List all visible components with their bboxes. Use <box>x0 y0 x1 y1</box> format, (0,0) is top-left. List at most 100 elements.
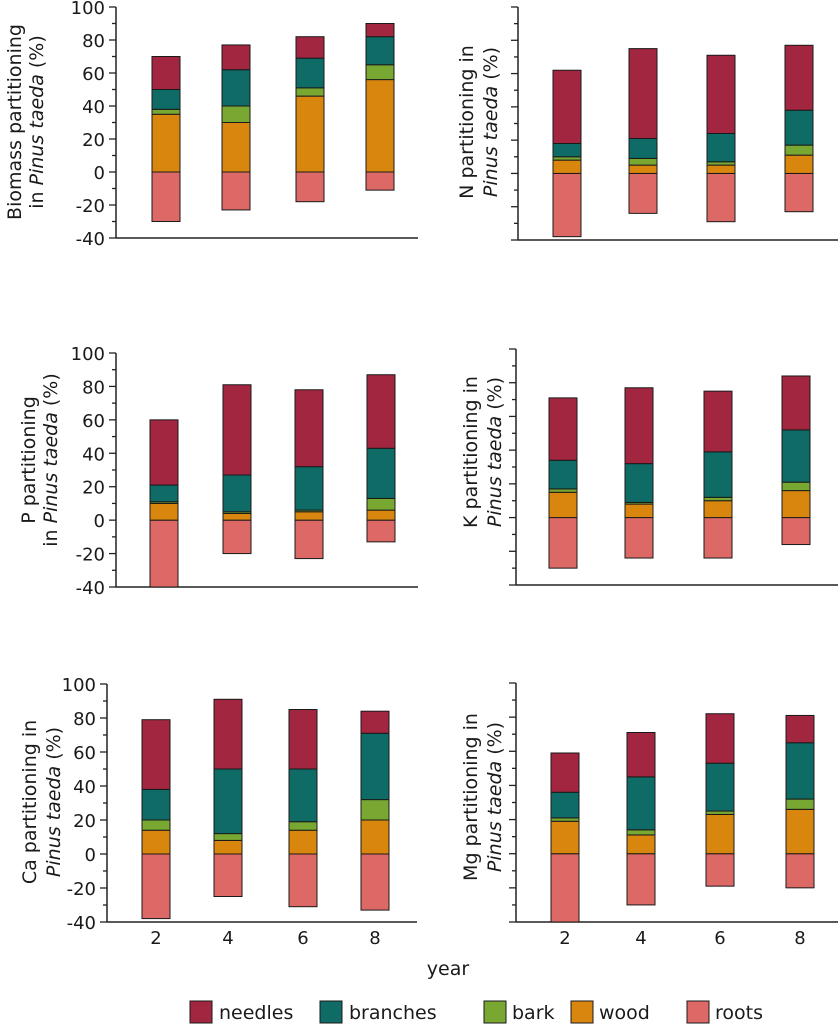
bar-segment-bark-year-8 <box>365 64 395 81</box>
legend-label-needles: needles <box>219 1002 293 1024</box>
bar-segment-wood-year-2 <box>141 829 171 855</box>
y-tick-label: 80 <box>82 31 105 52</box>
label-text: (%) <box>43 727 65 766</box>
y-tick-label: 100 <box>71 0 105 19</box>
y-axis-label-line: Pinus taeda (%) <box>484 722 506 872</box>
bar-segment-needles-year-4 <box>221 44 251 71</box>
bar-segment-roots-year-2 <box>141 853 171 920</box>
bar-segment-roots-year-8 <box>784 172 814 213</box>
bar-segment-wood-year-6 <box>288 829 318 855</box>
y-axis-label-line: in Pinus taeda (%) <box>40 373 62 547</box>
y-tick-label: -40 <box>76 578 105 599</box>
bar-segment-needles-year-8 <box>365 23 395 38</box>
bar-segment-wood-year-2 <box>552 159 582 174</box>
bar-segment-wood-year-6 <box>705 813 735 855</box>
bar-segment-branches-year-4 <box>628 137 658 159</box>
label-text-italic: Pinus taeda <box>484 416 506 527</box>
bar-segment-branches-year-6 <box>295 57 325 89</box>
label-text-italic: Pinus taeda <box>43 766 65 877</box>
bar-segment-branches-year-4 <box>222 474 252 513</box>
bar-segment-bark-year-8 <box>366 497 396 511</box>
bar-segment-roots-year-2 <box>548 517 578 569</box>
y-tick-label: 60 <box>82 64 105 85</box>
bar-segment-wood-year-4 <box>221 122 251 173</box>
y-tick-label: 60 <box>73 743 96 764</box>
bar-segment-wood-year-8 <box>785 808 815 855</box>
bar-segment-branches-year-6 <box>294 466 324 511</box>
bar-segment-bark-year-4 <box>221 105 251 123</box>
bar-segment-needles-year-4 <box>626 732 656 778</box>
y-tick-label: -20 <box>76 196 105 217</box>
bar-segment-needles-year-8 <box>785 714 815 744</box>
label-text: (%) <box>484 377 506 416</box>
bar-segment-needles-year-4 <box>628 48 658 139</box>
bar-segment-needles-year-2 <box>550 752 580 793</box>
bar-segment-branches-year-6 <box>706 132 736 163</box>
y-axis-label-line: Biomass partitioning <box>4 24 26 220</box>
y-tick-label: 0 <box>94 163 105 184</box>
bar-segment-branches-year-8 <box>365 36 395 66</box>
y-tick-label: 20 <box>82 478 105 499</box>
y-axis-label-line: Pinus taeda (%) <box>484 377 506 527</box>
bar-segment-wood-year-8 <box>360 819 390 855</box>
y-tick-label: 60 <box>82 411 105 432</box>
bar-segment-wood-year-6 <box>703 500 733 519</box>
bar-segment-bark-year-8 <box>360 799 390 821</box>
bar-segment-branches-year-8 <box>366 447 396 499</box>
bar-segment-bark-year-6 <box>703 496 733 502</box>
chart-panel-5: Mg partitioning in Pinus taeda (%) 2 4 6 8 <box>460 682 838 949</box>
y-tick-label: -40 <box>67 913 96 934</box>
bar-segment-roots-year-6 <box>705 853 735 887</box>
bar-segment-needles-year-4 <box>222 384 252 476</box>
bar-segment-bark-year-2 <box>141 819 171 831</box>
bar-segment-needles-year-4 <box>213 698 243 770</box>
label-text: (%) <box>40 373 62 412</box>
bar-segment-needles-year-6 <box>703 390 733 453</box>
legend-label-wood: wood <box>599 1002 650 1024</box>
y-axis-label-line: Pinus taeda (%) <box>480 47 502 197</box>
bar-segment-wood-year-8 <box>781 490 811 519</box>
bar-segment-branches-year-2 <box>548 459 578 490</box>
legend: needles branches bark wood roots <box>189 1000 763 1024</box>
y-tick-label: 100 <box>62 675 96 696</box>
label-text-italic: Pinus taeda <box>40 412 62 523</box>
bar-segment-roots-year-8 <box>365 171 395 191</box>
bar-segment-wood-year-6 <box>706 164 736 174</box>
legend-swatch-wood <box>570 1000 594 1024</box>
bar-segment-roots-year-4 <box>626 853 656 906</box>
bar-segment-branches-year-6 <box>288 768 318 823</box>
y-tick-label: 100 <box>71 344 105 365</box>
bar-segment-bark-year-4 <box>626 829 656 836</box>
bar-segment-needles-year-6 <box>294 389 324 468</box>
bar-segment-roots-year-8 <box>366 519 396 543</box>
bar-segment-roots-year-6 <box>288 853 318 908</box>
label-text: (%) <box>480 47 502 86</box>
legend-swatch-roots <box>686 1000 710 1024</box>
bar-segment-roots-year-2 <box>151 171 181 222</box>
bar-segment-roots-year-4 <box>213 853 243 897</box>
y-axis-label: K partitioning in Pinus taeda (%) <box>460 376 506 528</box>
label-text-italic: Pinus taeda <box>26 74 48 185</box>
y-axis-label-line: P partitioning <box>18 396 40 524</box>
bar-segment-bark-year-4 <box>628 157 658 166</box>
bar-segment-needles-year-4 <box>624 387 654 465</box>
bar-segment-bark-year-8 <box>785 798 815 810</box>
legend-label-roots: roots <box>715 1002 763 1024</box>
bar-segment-roots-year-2 <box>552 172 582 238</box>
bar-segment-branches-year-4 <box>213 768 243 835</box>
bar-segment-needles-year-6 <box>295 36 325 59</box>
bar-segment-wood-year-6 <box>295 95 325 173</box>
bar-segment-branches-year-8 <box>781 429 811 483</box>
y-tick-label: -20 <box>67 879 96 900</box>
y-axis-label-line: K partitioning in <box>460 376 482 528</box>
bar-segment-needles-year-2 <box>552 69 582 144</box>
bar-segment-needles-year-6 <box>706 54 736 134</box>
bar-segment-roots-year-4 <box>221 171 251 211</box>
x-tick-label: 6 <box>297 928 308 949</box>
label-text: in <box>26 185 48 208</box>
bar-segment-wood-year-4 <box>222 512 252 521</box>
chart-panel-0: -40 -20 0 20 40 60 80 100 Biomass partitioning in… <box>4 0 418 250</box>
bar-segment-wood-year-2 <box>548 491 578 519</box>
y-axis-label-line: N partitioning in <box>456 45 478 199</box>
